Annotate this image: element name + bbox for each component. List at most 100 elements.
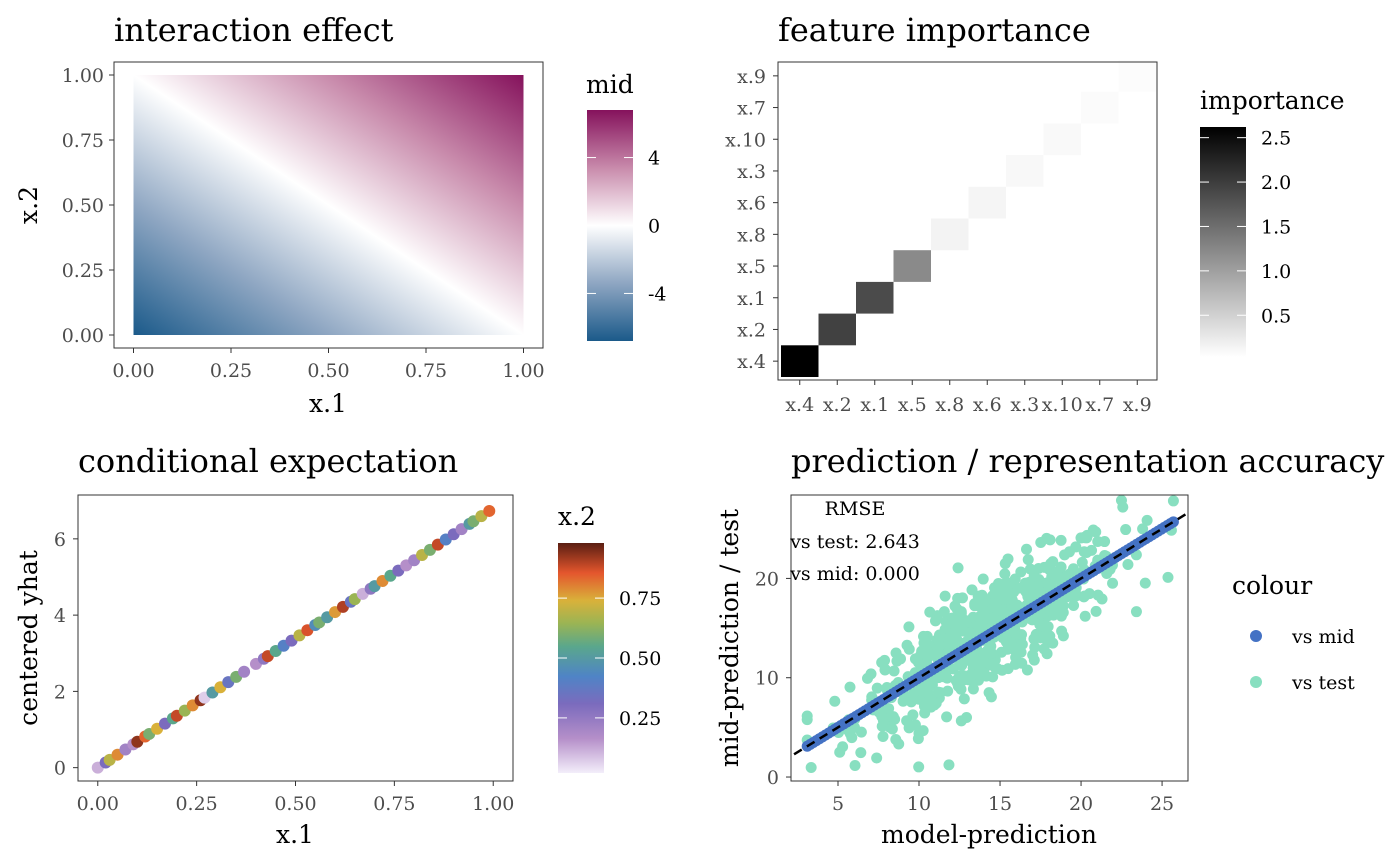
x-axis-title: x.1 [276,820,314,849]
test-point [941,711,953,723]
test-point [952,592,964,604]
test-point [903,643,915,655]
test-point [913,761,925,773]
y-tick-label: x.9 [737,66,766,88]
test-point [1167,495,1179,507]
colorbar-label: 2.5 [1261,128,1291,150]
importance-tile [893,250,931,282]
test-point [912,657,924,669]
test-point [955,606,967,618]
panel-title: conditional expectation [78,442,458,480]
colorbar-ticks: 4 0 -4 [587,148,667,305]
test-point [907,709,919,721]
y-tick-label: 0 [767,767,779,789]
importance-tile [1043,123,1081,156]
y-tick-label: 0.00 [62,325,104,347]
test-point [1092,589,1104,601]
test-point [943,759,955,771]
y-axis: 0 2 4 6 [54,529,78,780]
legend-label-vs-test: vs test [1291,672,1355,694]
panel-prediction-accuracy: prediction / representation accuracy 5 10… [715,442,1384,849]
y-axis: x.4 x.2 x.1 x.5 x.8 x.6 x.3 x.10 x.7 x.9 [725,66,778,373]
test-point [1070,541,1082,553]
x-axis: 0.00 0.25 0.50 0.75 1.00 [77,781,514,815]
test-point [1022,554,1034,566]
panel-conditional-expectation: conditional expectation 0.00 0.25 0.50 0.75… [14,442,661,849]
x-tick-label: x.4 [785,394,814,416]
y-tick-label: x.8 [737,224,766,246]
test-point [939,590,951,602]
y-tick-label: x.5 [737,256,766,278]
test-point [876,720,888,732]
test-point [1009,658,1021,670]
x-axis: 0.00 0.25 0.50 0.75 1.00 [112,348,545,382]
test-point [1047,637,1059,649]
test-point [876,710,888,722]
ice-points [91,504,496,774]
x-tick-label: 25 [1150,793,1174,815]
test-point [919,700,931,712]
x-tick-label: 0.00 [77,793,119,815]
test-point [1162,571,1174,583]
y-tick-label: 0 [54,758,66,780]
colorbar-label: 2.0 [1261,172,1291,194]
test-point [999,568,1011,580]
test-point [805,761,817,773]
test-point [938,606,950,618]
x-tick-label: x.7 [1085,394,1114,416]
plot-area [791,495,1188,773]
test-point [844,681,856,693]
colorbar-label: 4 [648,148,660,170]
test-point [1115,495,1127,506]
test-point [1021,543,1033,555]
ice-point [238,665,251,678]
test-point [1027,649,1039,661]
test-point [1068,599,1080,611]
test-point [1044,534,1056,546]
y-axis-title: centered yhat [14,550,43,726]
panel-title: feature importance [778,11,1091,49]
test-point [952,624,964,636]
x-tick-label: 10 [907,793,931,815]
panel-interaction-effect: interaction effect 0.00 0.25 0.50 0.75 1.00 … [14,11,667,418]
test-point [916,645,928,657]
importance-tile [856,281,894,314]
colorbar-label: 1.5 [1261,216,1291,238]
test-point [888,665,900,677]
test-point [964,627,976,639]
ice-point [483,504,496,517]
test-point [1033,563,1045,575]
colorbar-label: -4 [648,283,667,305]
test-point [871,752,883,764]
x-tick-label: x.3 [1010,394,1039,416]
importance-tile [931,218,969,251]
test-point [985,691,997,703]
y-tick-label: x.2 [737,319,766,341]
test-point [893,738,905,750]
test-point [990,662,1002,674]
legend-title: colour [1232,571,1312,600]
y-tick-label: x.6 [737,193,766,215]
test-point [891,655,903,667]
x-tick-label: 5 [832,793,844,815]
legend-label-vs-mid: vs mid [1291,626,1355,648]
plot-frame [790,494,1189,782]
test-point [1021,664,1033,676]
test-point [987,671,999,683]
x-tick-label: 15 [988,793,1012,815]
x-axis-title: x.1 [309,389,347,418]
panel-feature-importance: feature importance x.4 x.2 x.1 x.5 x.8 x.6 x.3… [725,11,1345,416]
test-point [1079,610,1091,622]
test-point [1120,524,1132,536]
plot-frame [113,61,544,349]
test-point [970,655,982,667]
accuracy-scatter [791,495,1188,773]
legend-key-vs-mid [1250,630,1262,642]
test-point [865,668,877,680]
test-point [1130,606,1142,618]
test-point [903,621,915,633]
test-point [877,730,889,742]
test-point [960,616,972,628]
interaction-surface [133,75,524,335]
y-tick-label: 1.00 [62,65,104,87]
